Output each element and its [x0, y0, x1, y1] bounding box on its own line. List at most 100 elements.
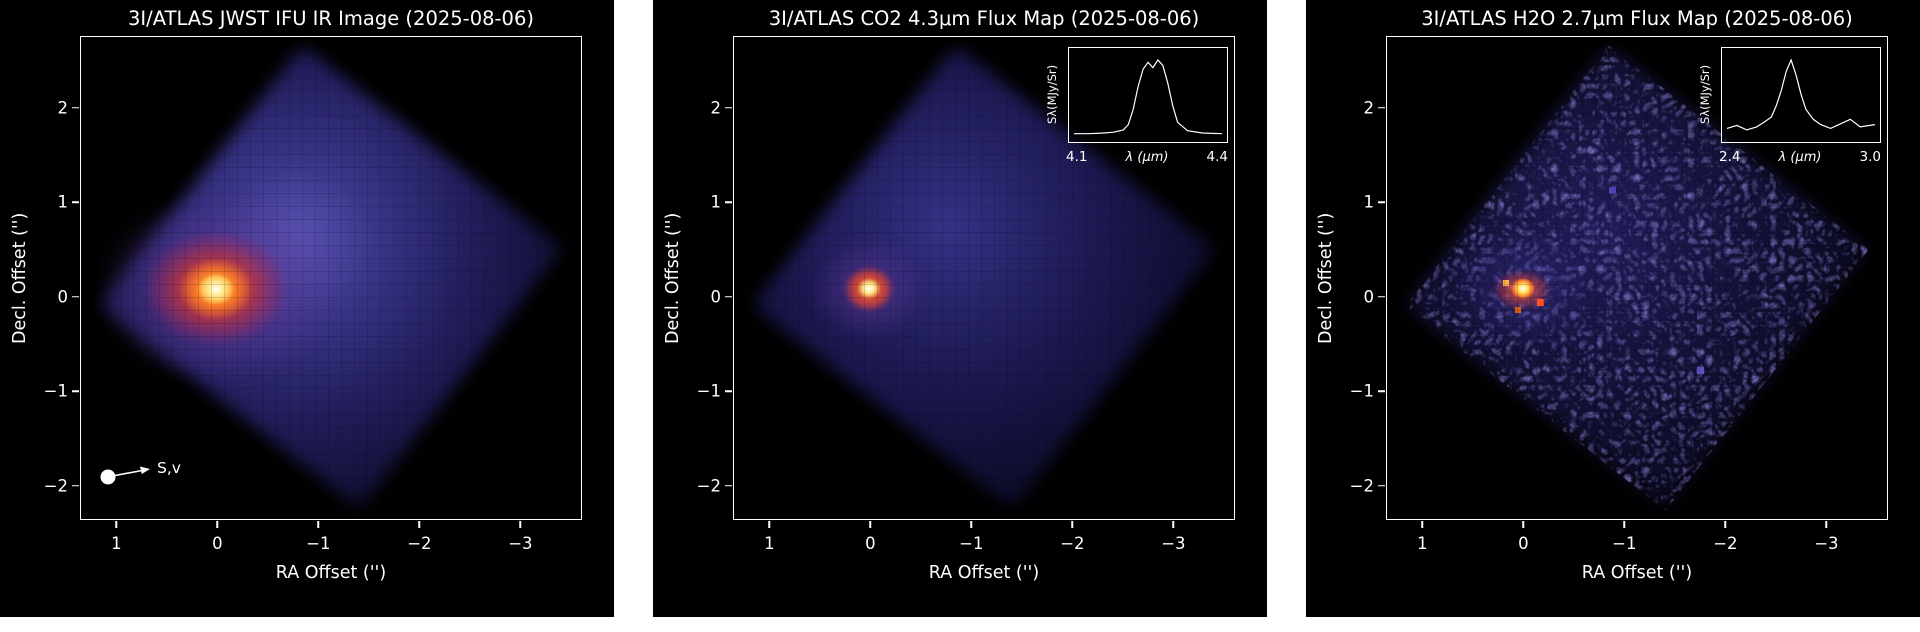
x-tick-label: −2: [407, 534, 432, 553]
x-tick-mark: [317, 521, 320, 528]
y-tick-label: 0: [1363, 287, 1375, 307]
y-tick-label: 2: [710, 98, 722, 118]
inset-x-label: λ (μm): [1778, 150, 1822, 165]
coma-core: [854, 275, 884, 302]
x-tick-mark: [869, 521, 872, 528]
x-tick-mark: [1071, 521, 1074, 528]
x-tick-label: 1: [111, 534, 122, 553]
y-tick-label: −2: [43, 476, 68, 496]
x-tick-mark: [216, 521, 219, 528]
x-tick-mark: [418, 521, 421, 528]
x-tick-mark: [115, 521, 118, 528]
y-tick-mark: [72, 485, 79, 487]
spectrum-line: [1726, 58, 1876, 131]
x-tick-label: −1: [959, 534, 984, 553]
x-tick-label: 0: [212, 534, 223, 553]
inset-x-axis: 4.1 λ (μm) 4.4: [1066, 149, 1228, 165]
x-tick-mark: [1522, 521, 1525, 528]
y-tick-mark: [72, 296, 79, 298]
hot-pixel: [1515, 307, 1521, 313]
h2o-spectrum-curve: [1721, 47, 1881, 143]
x-axis-label-co2: RA Offset (''): [928, 563, 1040, 583]
coma-core: [1511, 278, 1535, 299]
x-tick-label: −3: [508, 534, 533, 553]
inset-y-label: Sλ(MJy/Sr): [1045, 64, 1059, 124]
y-tick-mark: [1378, 107, 1385, 109]
y-axis-label-co2: Decl. Offset (''): [663, 212, 683, 344]
x-axis-label-h2o: RA Offset (''): [1581, 563, 1693, 583]
y-tick-mark: [725, 201, 732, 204]
y-tick-label: −1: [43, 381, 68, 401]
coma-core: [194, 270, 238, 308]
panel-title-co2: 3I/ATLAS CO2 4.3μm Flux Map (2025-08-06): [768, 7, 1200, 30]
co2-spectrum-inset: Sλ(MJy/Sr) 4.1 λ (μm) 4.4: [1042, 45, 1228, 171]
y-tick-label: 0: [710, 287, 722, 307]
co2-spectrum-curve: [1068, 47, 1228, 143]
y-axis-label-h2o: Decl. Offset (''): [1316, 212, 1336, 344]
plot-area-h2o: Sλ(MJy/Sr) 2.4 λ (μm) 3.0 1 0 −1 −2 −3 −2 −1 0 1…: [1350, 36, 1888, 553]
h2o-spectrum-inset: Sλ(MJy/Sr) 2.4 λ (μm) 3.0: [1695, 45, 1881, 171]
y-tick-label: 1: [1363, 192, 1375, 212]
inset-x-label: λ (μm): [1125, 150, 1169, 165]
y-axis-label-ir: Decl. Offset (''): [10, 212, 30, 344]
inset-x-tick-left: 2.4: [1719, 149, 1741, 165]
y-tick-mark: [1378, 390, 1385, 393]
panel-title-ir: 3I/ATLAS JWST IFU IR Image (2025-08-06): [128, 7, 534, 30]
x-tick-label: −1: [306, 534, 331, 553]
y-tick-label: −2: [696, 476, 721, 496]
inset-x-axis: 2.4 λ (μm) 3.0: [1719, 149, 1881, 165]
y-tick-label: −1: [696, 381, 721, 401]
x-tick-label: −3: [1161, 534, 1186, 553]
y-tick-label: −2: [1349, 476, 1374, 496]
panel-jwst-ir: 3I/ATLAS JWST IFU IR Image (2025-08-06) …: [0, 0, 614, 617]
y-tick-mark: [72, 201, 79, 204]
y-tick-label: 1: [710, 192, 722, 212]
coma-image-ir: [81, 37, 581, 519]
x-tick-label: 1: [764, 534, 775, 553]
y-tick-label: −1: [1349, 381, 1374, 401]
y-tick-mark: [1378, 485, 1385, 487]
sun-velocity-arrow-icon: [100, 466, 150, 485]
x-axis-label-ir: RA Offset (''): [275, 563, 387, 583]
x-tick-label: −2: [1060, 534, 1085, 553]
x-tick-mark: [1623, 521, 1626, 528]
plot-area-ir: S,v 1 0 −1 −2 −3 −2 −1 0 1 2: [44, 36, 582, 553]
pixel-grid-overlay: [81, 37, 581, 519]
x-tick-mark: [519, 521, 522, 528]
x-tick-label: 1: [1417, 534, 1428, 553]
inset-y-label: Sλ(MJy/Sr): [1698, 64, 1712, 124]
inset-x-tick-right: 3.0: [1859, 149, 1881, 165]
panel-co2: 3I/ATLAS CO2 4.3μm Flux Map (2025-08-06)…: [653, 0, 1267, 617]
y-tick-label: 2: [1363, 98, 1375, 118]
x-tick-mark: [1724, 521, 1727, 528]
y-tick-mark: [725, 485, 732, 487]
noise-pixel: [1609, 187, 1616, 194]
plot-area-co2: Sλ(MJy/Sr) 4.1 λ (μm) 4.4 1 0 −1 −2 −3 −2 −1 0 1…: [697, 36, 1235, 553]
x-tick-mark: [1421, 521, 1424, 528]
y-tick-mark: [72, 107, 79, 109]
spectrum-line: [1074, 59, 1223, 135]
noise-pixel: [1697, 367, 1704, 374]
y-tick-label: 2: [57, 98, 69, 118]
x-tick-mark: [970, 521, 973, 528]
x-tick-label: −1: [1612, 534, 1637, 553]
hot-pixel: [1503, 280, 1509, 286]
y-tick-label: 1: [57, 192, 69, 212]
x-tick-mark: [768, 521, 771, 528]
sun-velocity-annotation: S,v: [97, 459, 181, 487]
y-tick-mark: [725, 107, 732, 109]
y-tick-mark: [725, 390, 732, 393]
y-tick-mark: [72, 390, 79, 393]
x-tick-label: −2: [1713, 534, 1738, 553]
inset-x-tick-right: 4.4: [1206, 149, 1228, 165]
panel-h2o: 3I/ATLAS H2O 2.7μm Flux Map (2025-08-06)…: [1306, 0, 1920, 617]
x-tick-label: 0: [1518, 534, 1529, 553]
x-tick-label: 0: [865, 534, 876, 553]
y-tick-mark: [725, 296, 732, 298]
y-tick-mark: [1378, 296, 1385, 298]
panel-title-h2o: 3I/ATLAS H2O 2.7μm Flux Map (2025-08-06): [1421, 7, 1853, 30]
x-tick-label: −3: [1814, 534, 1839, 553]
y-tick-label: 0: [57, 287, 69, 307]
annotation-label: S,v: [157, 459, 181, 477]
